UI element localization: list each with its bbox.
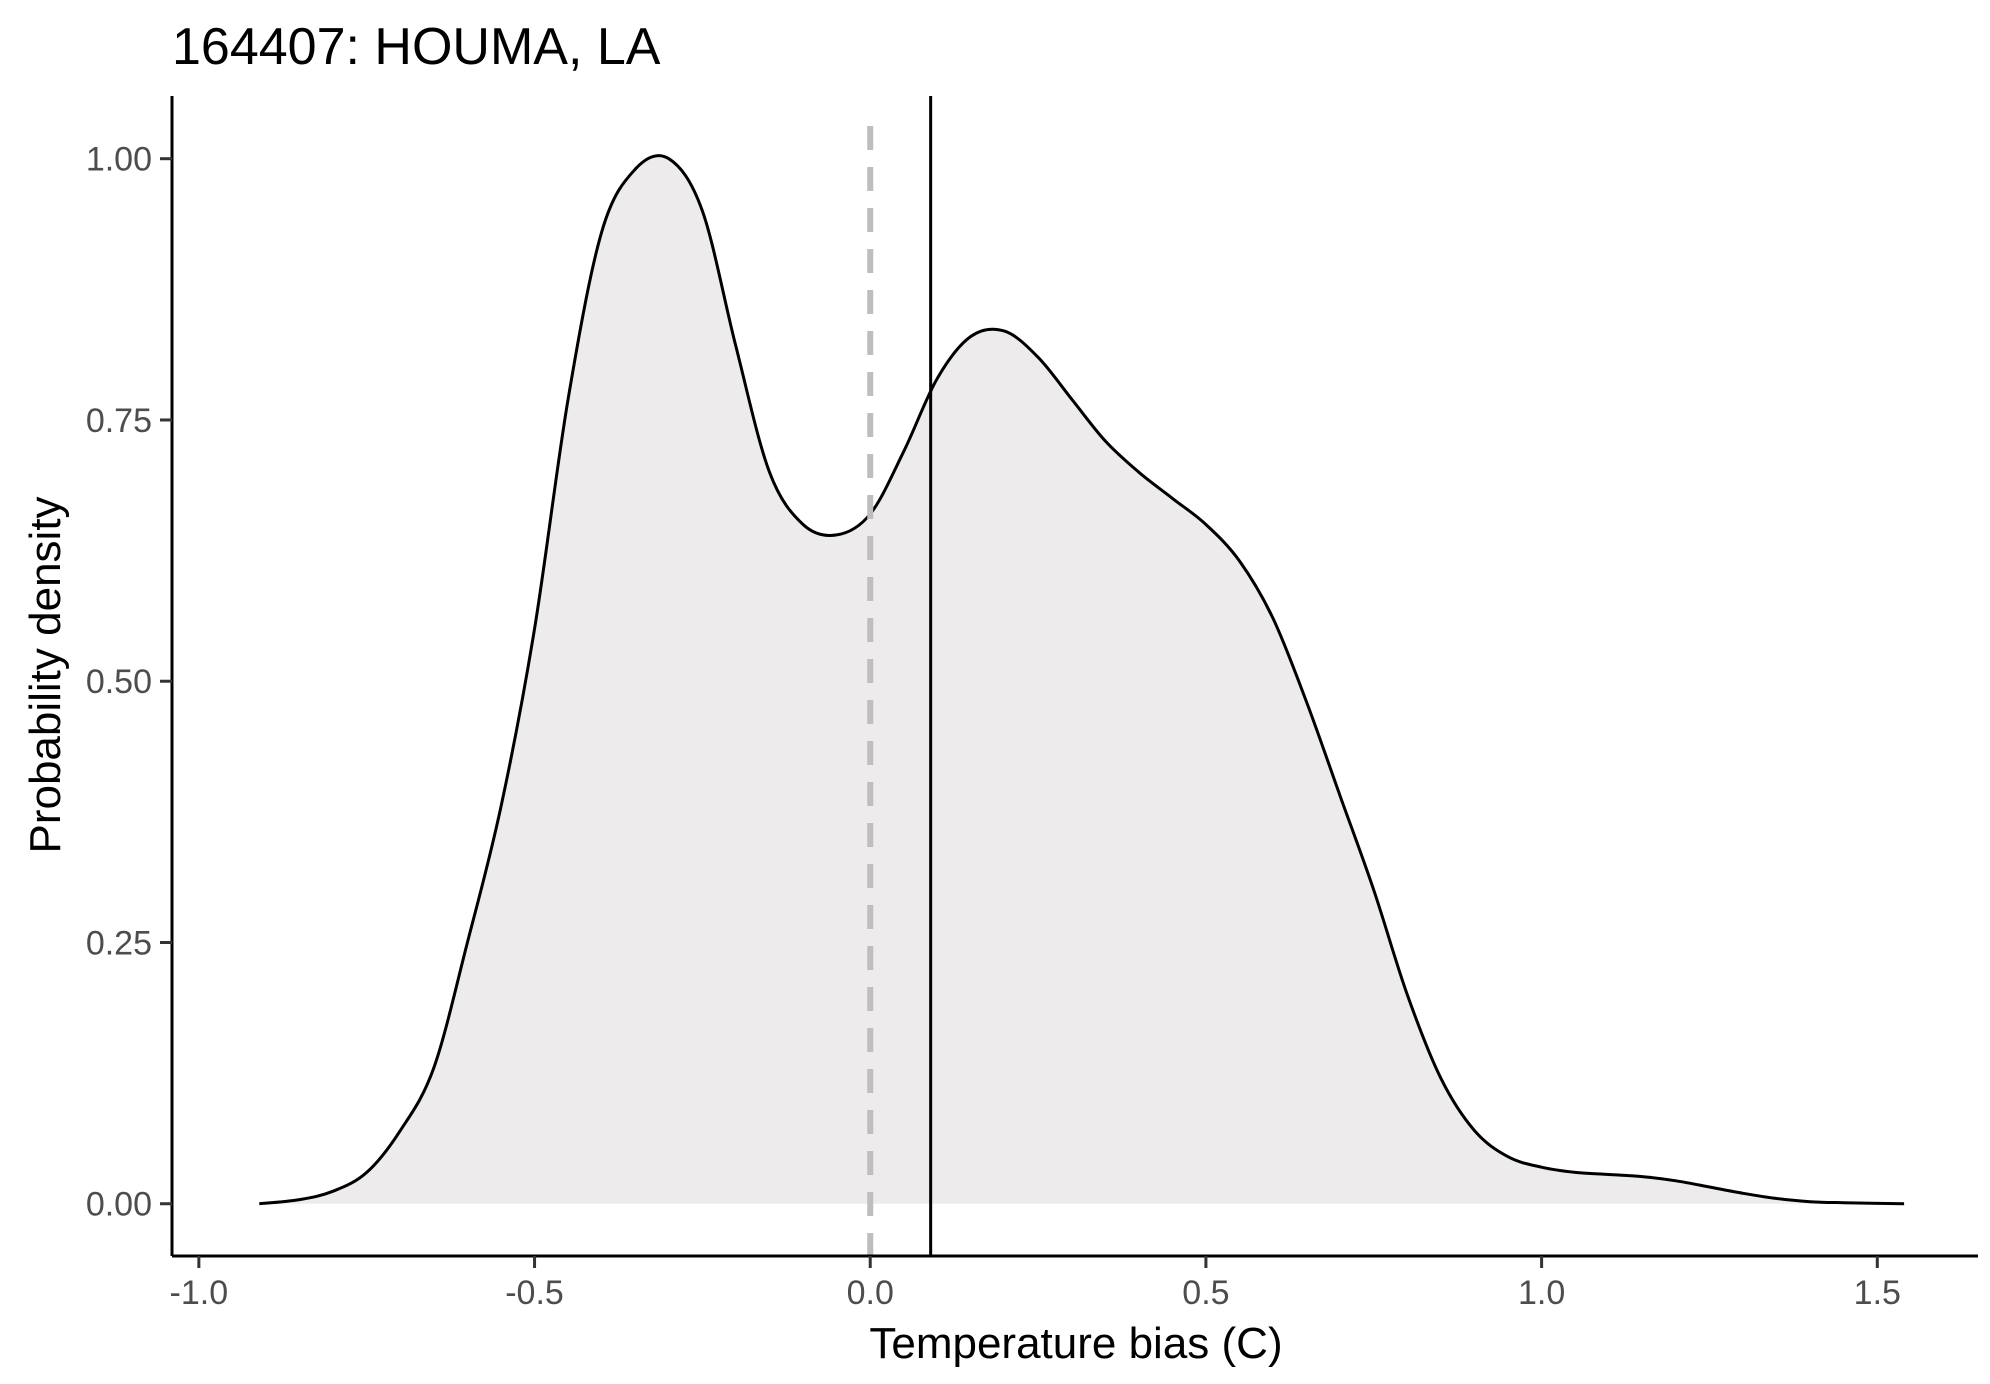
y-tick-label: 1.00 xyxy=(86,141,152,179)
x-tick-label: 0.0 xyxy=(847,1274,894,1312)
density-area-fill xyxy=(259,155,1905,1204)
axes: -1.0 -0.5 0.0 0.5 1.0 1.5 0.00 0.25 0.50 0.75 1.00 xyxy=(86,96,1978,1312)
x-tick-label: -1.0 xyxy=(170,1274,229,1312)
y-tick-label: 0.25 xyxy=(86,924,152,962)
y-tick-label: 0.50 xyxy=(86,663,152,701)
y-axis-title: Probability density xyxy=(21,496,70,853)
x-axis-title: Temperature bias (C) xyxy=(869,1319,1282,1368)
x-tick-label: 0.5 xyxy=(1182,1274,1229,1312)
density-curve xyxy=(259,154,1905,1206)
y-tick-label: 0.00 xyxy=(86,1186,152,1224)
plot-area xyxy=(259,96,1905,1256)
y-tick-label: 0.75 xyxy=(86,402,152,440)
x-tick-label: 1.5 xyxy=(1854,1274,1901,1312)
chart-title: 164407: HOUMA, LA xyxy=(172,18,661,76)
x-tick-label: 1.0 xyxy=(1518,1274,1565,1312)
x-tick-label: -0.5 xyxy=(505,1274,564,1312)
